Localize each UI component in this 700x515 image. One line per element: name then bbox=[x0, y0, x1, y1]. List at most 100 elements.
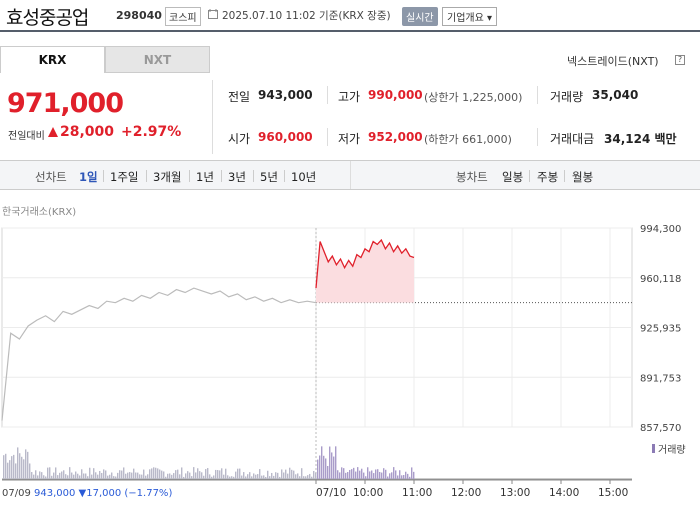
divider bbox=[537, 86, 538, 104]
company-info-button[interactable]: 기업개요 ▾ bbox=[442, 7, 497, 26]
volume-bar bbox=[149, 469, 151, 479]
volume-bar bbox=[249, 472, 251, 479]
volume-bar bbox=[211, 476, 213, 479]
volume-bar bbox=[309, 473, 311, 479]
nextrade-link[interactable]: 넥스트레이드(NXT) bbox=[567, 55, 659, 68]
volume-bar bbox=[225, 468, 227, 479]
volume-bar bbox=[183, 476, 185, 479]
volume-bar bbox=[25, 449, 27, 479]
volume-bar bbox=[55, 467, 57, 479]
volume-bar bbox=[267, 470, 269, 479]
volume-bar bbox=[333, 456, 335, 479]
volume-bar bbox=[161, 470, 163, 479]
period-1w[interactable]: 1주일 bbox=[110, 170, 139, 184]
open-label: 시가 bbox=[228, 132, 251, 146]
volume-bar bbox=[335, 446, 337, 479]
volume-bar bbox=[63, 470, 65, 479]
volume-bar bbox=[159, 469, 161, 479]
volume-bar bbox=[69, 467, 71, 479]
volume-bar bbox=[311, 476, 313, 479]
volume-bar bbox=[17, 447, 19, 479]
volume-bar bbox=[315, 472, 317, 479]
help-icon[interactable]: ? bbox=[675, 55, 685, 65]
volume-bar bbox=[349, 469, 351, 479]
y-tick-label: 994,300 bbox=[640, 224, 681, 235]
today-line bbox=[315, 238, 415, 289]
volume-bar bbox=[325, 458, 327, 479]
volume-bar bbox=[291, 469, 293, 479]
candle-chart-label[interactable]: 봉차트 bbox=[456, 170, 488, 184]
volume-bar bbox=[235, 471, 237, 479]
x-tick-label: 13:00 bbox=[500, 487, 530, 499]
volume-bar bbox=[223, 474, 225, 479]
period-3y[interactable]: 3년 bbox=[228, 170, 246, 184]
volume-bar bbox=[359, 470, 361, 479]
period-3m[interactable]: 3개월 bbox=[153, 170, 182, 184]
volume-bar bbox=[231, 476, 233, 479]
tab-krx[interactable]: KRX bbox=[0, 46, 105, 73]
x-tick-label: 14:00 bbox=[549, 487, 579, 499]
volume-bar bbox=[167, 473, 169, 479]
candle-weekly[interactable]: 주봉 bbox=[537, 170, 559, 184]
candle-monthly[interactable]: 월봉 bbox=[572, 170, 594, 184]
volume-bar bbox=[93, 468, 95, 479]
volume-bar bbox=[165, 476, 167, 479]
volume-bar bbox=[307, 475, 309, 479]
diff-percent: +2.97% bbox=[121, 124, 182, 140]
period-1y[interactable]: 1년 bbox=[196, 170, 214, 184]
y-tick-label: 857,570 bbox=[640, 423, 681, 434]
x-tick-prev-date: 07/09 bbox=[2, 488, 31, 499]
volume-bar bbox=[171, 474, 173, 479]
volume-bar bbox=[405, 471, 407, 479]
volume-bar bbox=[11, 456, 13, 479]
volume-bar bbox=[263, 475, 265, 479]
volume-bar bbox=[317, 459, 319, 479]
volume-bar bbox=[89, 467, 91, 479]
period-10y[interactable]: 10년 bbox=[291, 170, 317, 184]
x-tick-label: 11:00 bbox=[402, 487, 432, 499]
volume-value: 35,040 bbox=[592, 88, 639, 102]
period-1d[interactable]: 1일 bbox=[79, 170, 98, 184]
volume-bar bbox=[113, 476, 115, 479]
volume-bar bbox=[129, 472, 131, 479]
volume-bar bbox=[111, 472, 113, 479]
price-chart[interactable]: 994,300 960,118 925,935 891,753 857,570 거래량 07… bbox=[0, 222, 700, 515]
low-value: 952,000 bbox=[368, 130, 423, 144]
volume-bar bbox=[273, 475, 275, 479]
volume-bar bbox=[37, 475, 39, 479]
volume-bar bbox=[209, 474, 211, 479]
volume-bar bbox=[105, 470, 107, 479]
volume-bar bbox=[329, 446, 331, 479]
volume-bar bbox=[217, 470, 219, 479]
volume-bar bbox=[363, 472, 365, 479]
volume-bar bbox=[197, 468, 199, 479]
lower-limit: (하한가 661,000) bbox=[424, 133, 512, 146]
volume-bar bbox=[31, 472, 33, 479]
volume-bar bbox=[21, 456, 23, 479]
volume-label: 거래량 bbox=[550, 90, 584, 104]
tab-nxt[interactable]: NXT bbox=[105, 46, 210, 73]
volume-bar bbox=[381, 472, 383, 479]
market-badge: 코스피 bbox=[165, 7, 201, 26]
volume-bar bbox=[203, 475, 205, 479]
volume-bar bbox=[79, 475, 81, 479]
line-chart-label[interactable]: 선차트 bbox=[35, 170, 67, 184]
volume-bar bbox=[109, 474, 111, 479]
period-5y[interactable]: 5년 bbox=[260, 170, 278, 184]
up-triangle-icon bbox=[48, 127, 58, 137]
amount-label: 거래대금 bbox=[550, 132, 595, 146]
volume-bar bbox=[7, 462, 9, 479]
volume-bar bbox=[409, 476, 411, 479]
volume-bar bbox=[243, 472, 245, 479]
amount-value: 34,124 백만 bbox=[604, 132, 677, 146]
volume-bar bbox=[377, 469, 379, 479]
x-tick-label: 12:00 bbox=[451, 487, 481, 499]
volume-bar bbox=[91, 474, 93, 479]
volume-bar bbox=[33, 474, 35, 479]
volume-bar bbox=[347, 472, 349, 479]
candle-daily[interactable]: 일봉 bbox=[502, 170, 524, 184]
realtime-button[interactable]: 실시간 bbox=[402, 7, 438, 26]
volume-bar bbox=[71, 472, 73, 479]
volume-bar bbox=[175, 470, 177, 479]
volume-bar bbox=[365, 476, 367, 479]
